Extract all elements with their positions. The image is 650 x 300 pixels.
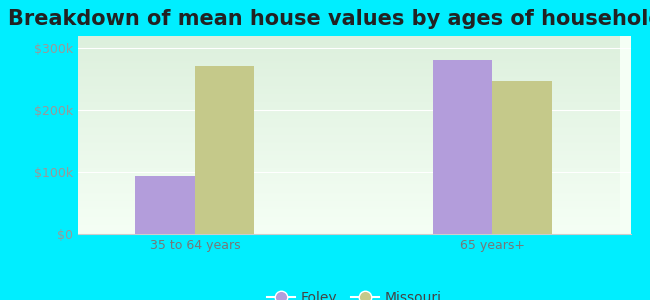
Bar (195, 66, 254, 234)
Bar (433, 60, 493, 234)
Legend: Foley, Missouri: Foley, Missouri (261, 285, 447, 300)
Bar (493, 81, 552, 234)
Bar (135, 176, 195, 234)
Title: Breakdown of mean house values by ages of householders: Breakdown of mean house values by ages o… (8, 9, 650, 29)
